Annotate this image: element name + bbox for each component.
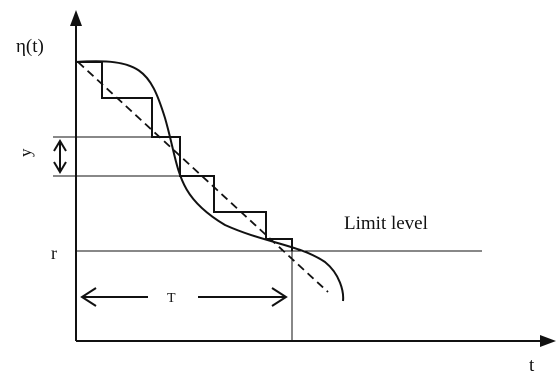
y-double-arrow-icon <box>53 139 67 174</box>
dashed-trend-line <box>77 61 329 293</box>
smooth-curve <box>75 60 345 302</box>
t-double-arrow-icon <box>80 287 288 307</box>
x-axis-arrowhead <box>540 335 556 347</box>
x-axis-label: t <box>529 355 535 376</box>
y-axis-arrowhead <box>70 10 82 26</box>
limit-level-label: Limit level <box>344 213 428 234</box>
y-label: y <box>16 148 35 157</box>
y-axis-label: η(t) <box>16 36 44 57</box>
t-label: T <box>167 291 176 306</box>
r-label: r <box>51 243 57 263</box>
